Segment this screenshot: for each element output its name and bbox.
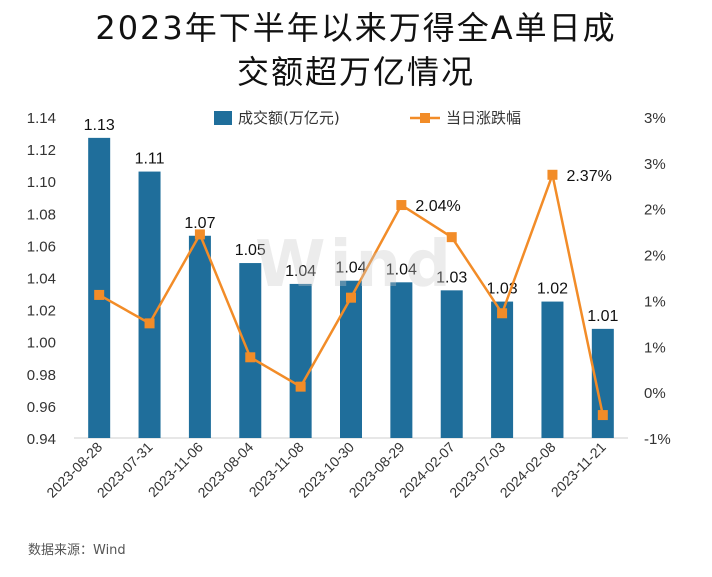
bar	[239, 263, 262, 438]
chart-title-line1: 2023年下半年以来万得全A单日成	[95, 9, 617, 47]
left-tick-label: 0.98	[27, 367, 56, 384]
left-tick-label: 1.08	[27, 206, 56, 223]
line-point	[144, 318, 155, 329]
bar	[188, 235, 211, 438]
legend-marker-line	[420, 113, 430, 123]
right-tick-label: 3%	[644, 110, 666, 127]
chart-title-line2: 交额超万亿情况	[236, 53, 475, 91]
legend-label-line: 当日涨跌幅	[446, 109, 521, 127]
right-tick-label: 1%	[644, 339, 666, 356]
left-tick-label: 0.96	[27, 399, 56, 416]
line-point	[396, 200, 407, 211]
chart-title: 2023年下半年以来万得全A单日成 交额超万亿情况	[0, 6, 712, 94]
bar	[289, 283, 312, 438]
right-tick-label: 2%	[644, 202, 666, 219]
x-tick-label: 2023-11-21	[548, 439, 609, 500]
bar-data-label: 1.05	[235, 242, 266, 259]
left-tick-label: 1.04	[27, 271, 56, 288]
bar	[440, 290, 463, 438]
line-data-label: 2.37%	[566, 168, 611, 185]
line-point	[497, 308, 508, 319]
legend-label-bar: 成交额(万亿元)	[238, 109, 340, 127]
right-tick-label: 1%	[644, 293, 666, 310]
bar	[591, 328, 614, 438]
bar-data-label: 1.13	[84, 117, 115, 134]
line-point	[295, 381, 306, 392]
right-tick-label: -1%	[644, 431, 671, 448]
source-note: 数据来源：Wind	[28, 543, 126, 558]
line-point	[446, 232, 457, 243]
bar	[390, 282, 413, 438]
line-point	[547, 169, 558, 180]
left-tick-label: 0.94	[27, 431, 56, 448]
bar	[541, 301, 564, 438]
right-tick-label: 0%	[644, 385, 666, 402]
bar-data-label: 1.02	[537, 281, 568, 298]
bar-data-label: 1.04	[335, 260, 366, 277]
line-point	[346, 292, 356, 303]
right-tick-label: 3%	[644, 156, 666, 173]
legend-swatch-bar	[214, 111, 232, 125]
bar	[340, 280, 362, 438]
line-point	[597, 410, 608, 421]
bar	[88, 137, 111, 439]
bar-data-label: 1.01	[587, 308, 618, 325]
bar-data-label: 1.04	[386, 261, 417, 278]
bar-data-label: 1.11	[135, 151, 165, 168]
left-tick-label: 1.02	[27, 303, 56, 320]
watermark: Wind	[255, 228, 455, 302]
bar-data-label: 1.04	[285, 263, 316, 280]
left-tick-label: 1.06	[27, 238, 56, 255]
left-tick-label: 1.10	[27, 174, 56, 191]
line-point	[94, 289, 105, 300]
left-tick-label: 1.12	[27, 142, 56, 159]
line-point	[245, 352, 256, 363]
line-point	[194, 229, 205, 240]
left-tick-label: 1.00	[27, 335, 56, 352]
right-tick-label: 2%	[644, 248, 666, 265]
bar-data-label: 1.07	[184, 215, 215, 232]
bar	[138, 171, 161, 438]
bar-data-label: 1.03	[436, 269, 467, 286]
left-tick-label: 1.14	[27, 110, 56, 127]
line-data-label: 2.04%	[415, 198, 460, 215]
bar	[491, 301, 514, 438]
